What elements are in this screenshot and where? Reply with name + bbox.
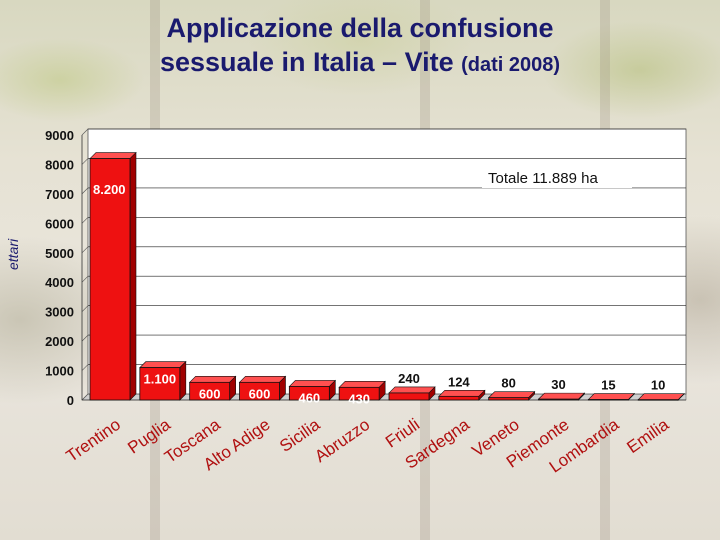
gridline-depth xyxy=(81,128,89,136)
bar-value-label: 80 xyxy=(501,376,515,391)
annotation-box xyxy=(482,166,632,188)
bar-top xyxy=(288,380,337,387)
bar-top xyxy=(637,393,685,401)
y-tick-label: 6000 xyxy=(45,216,74,231)
bar-value-label: 1.100 xyxy=(144,372,177,387)
slide-title-line1: Applicazione della confusione xyxy=(166,13,554,43)
total-annotation: Totale 11.889 ha xyxy=(488,170,598,187)
bar xyxy=(189,381,231,401)
x-category-label: Abruzzo xyxy=(311,415,373,466)
bar-value-label: 8.200 xyxy=(93,182,126,197)
bar-top xyxy=(487,391,536,398)
y-tick-label: 7000 xyxy=(45,187,74,202)
gridline-depth xyxy=(81,217,89,224)
bar xyxy=(139,367,181,401)
bar-top xyxy=(438,390,486,397)
y-tick-label: 5000 xyxy=(45,246,74,261)
y-tick-label: 4000 xyxy=(45,275,74,290)
gridline-depth xyxy=(81,246,89,253)
bar-side xyxy=(179,360,187,401)
y-tick-label: 3000 xyxy=(45,305,74,320)
gridline-depth xyxy=(81,364,89,371)
y-tick-label: 2000 xyxy=(45,334,74,349)
bar-top xyxy=(338,381,386,388)
bar-value-label: 30 xyxy=(551,377,565,392)
bar-top xyxy=(139,361,187,368)
bar xyxy=(388,392,430,401)
bar xyxy=(538,398,579,401)
bar xyxy=(239,381,280,401)
bar xyxy=(438,395,480,401)
bar xyxy=(637,399,679,401)
gridline-depth xyxy=(81,158,89,165)
bar-value-label: 600 xyxy=(249,386,271,401)
bar-value-label: 124 xyxy=(448,374,470,389)
bar-value-label: 240 xyxy=(398,371,420,386)
bar xyxy=(288,386,330,401)
bar-value-label: 15 xyxy=(601,378,615,393)
gridline-depth xyxy=(81,393,89,401)
y-tick-label: 0 xyxy=(67,393,74,408)
x-category-label: Emilia xyxy=(623,415,672,457)
bar-value-label: 430 xyxy=(348,391,370,406)
slide-title-main: sessuale in Italia – Vite xyxy=(159,47,462,77)
bar-top xyxy=(388,386,436,394)
gridline-depth xyxy=(81,276,89,283)
bar-top xyxy=(587,393,636,400)
gridline-depth xyxy=(81,334,89,342)
slide-title-line2: sessuale in Italia – Vite (dati 2008) xyxy=(0,46,720,82)
y-tick-label: 1000 xyxy=(45,364,74,379)
gridline-depth xyxy=(81,187,89,195)
bar xyxy=(89,158,131,401)
bar xyxy=(338,386,380,401)
slide-title-sub: (dati 2008) xyxy=(461,54,561,76)
bar-top xyxy=(238,376,287,383)
bar xyxy=(488,397,530,401)
bar-value-label: 10 xyxy=(651,378,665,393)
bar-top xyxy=(537,392,586,400)
bar-side xyxy=(129,151,137,401)
bar-value-label: 460 xyxy=(298,390,320,405)
bar-top xyxy=(89,152,137,159)
bar-value-label: 600 xyxy=(199,386,221,401)
gridline-depth xyxy=(81,305,89,312)
y-tick-label: 8000 xyxy=(45,157,74,172)
x-category-label: Trentino xyxy=(63,415,124,466)
bar xyxy=(587,399,629,401)
bar-top xyxy=(188,376,237,383)
y-tick-label: 9000 xyxy=(45,128,74,143)
